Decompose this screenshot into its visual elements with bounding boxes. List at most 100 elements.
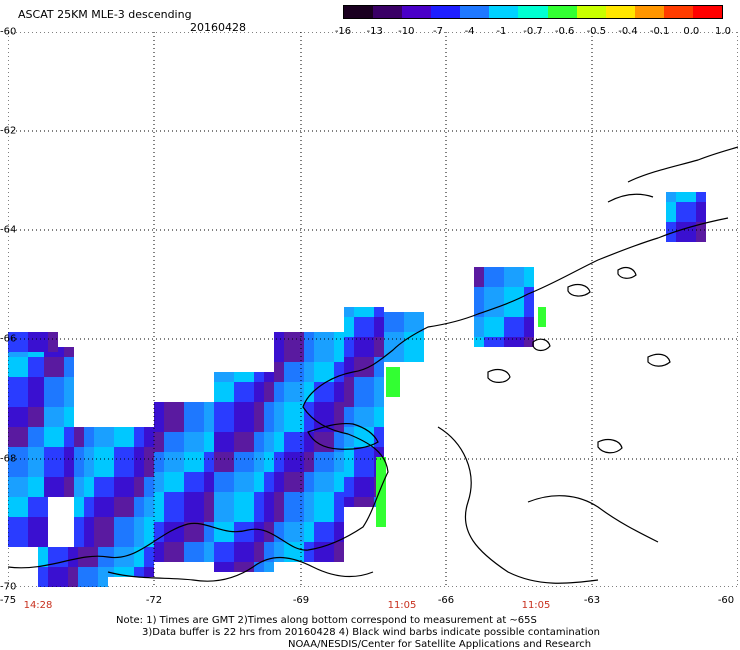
wind-cell xyxy=(514,337,524,347)
colorbar-label: -0.1 xyxy=(649,26,670,37)
wind-cell xyxy=(494,327,504,337)
wind-cell xyxy=(114,567,124,577)
wind-cell xyxy=(384,352,394,362)
wind-cell xyxy=(94,467,104,477)
wind-cell xyxy=(514,307,524,317)
wind-cell xyxy=(184,442,194,452)
wind-cell xyxy=(104,457,114,467)
wind-cell xyxy=(304,432,314,442)
wind-cell xyxy=(164,482,174,492)
wind-cell xyxy=(48,332,58,342)
wind-cell xyxy=(204,412,214,422)
wind-cell xyxy=(144,477,154,487)
wind-cell xyxy=(28,407,38,417)
wind-cell xyxy=(194,492,204,502)
wind-cell xyxy=(214,412,224,422)
wind-cell xyxy=(474,337,484,347)
map-canvas xyxy=(8,32,738,587)
wind-cell xyxy=(48,577,58,587)
wind-cell xyxy=(194,412,204,422)
colorbar xyxy=(343,5,723,19)
wind-cell xyxy=(38,507,48,517)
wind-cell xyxy=(18,527,28,537)
wind-cell xyxy=(294,372,304,382)
wind-cell xyxy=(474,297,484,307)
wind-cell xyxy=(364,417,374,427)
wind-cell xyxy=(154,412,164,422)
wind-cell xyxy=(414,332,424,342)
wind-cell xyxy=(38,577,48,587)
wind-cell xyxy=(154,542,164,552)
wind-cell xyxy=(64,407,74,417)
wind-cell xyxy=(154,502,164,512)
wind-cell xyxy=(194,532,204,542)
wind-cell xyxy=(274,442,284,452)
wind-cell xyxy=(384,322,394,332)
wind-cell xyxy=(254,382,264,392)
wind-cell xyxy=(234,562,244,572)
wind-cell xyxy=(284,352,294,362)
wind-cell xyxy=(164,552,174,562)
wind-cell xyxy=(104,557,114,567)
wind-cell xyxy=(144,527,154,537)
wind-cell xyxy=(354,417,364,427)
wind-cell xyxy=(144,497,154,507)
wind-cell xyxy=(344,337,354,347)
wind-cell xyxy=(8,457,18,467)
wind-cell xyxy=(244,522,254,532)
wind-cell xyxy=(204,422,214,432)
wind-cell xyxy=(214,562,224,572)
wind-cell xyxy=(284,422,294,432)
wind-cell xyxy=(484,267,494,277)
wind-cell xyxy=(184,512,194,522)
wind-cell xyxy=(494,317,504,327)
wind-cell xyxy=(28,477,38,487)
wind-cell xyxy=(174,512,184,522)
wind-cell xyxy=(114,427,124,437)
wind-cell xyxy=(474,267,484,277)
wind-cell xyxy=(244,392,254,402)
wind-cell xyxy=(494,307,504,317)
wind-cell xyxy=(364,497,374,507)
wind-cell xyxy=(38,537,48,547)
wind-cell xyxy=(384,312,394,322)
wind-cell xyxy=(244,422,254,432)
wind-cell xyxy=(394,312,404,322)
wind-cell xyxy=(364,317,374,327)
wind-cell xyxy=(8,407,18,417)
wind-cell xyxy=(44,417,54,427)
wind-cell xyxy=(154,522,164,532)
wind-cell xyxy=(144,507,154,517)
wind-cell xyxy=(144,487,154,497)
wind-cell xyxy=(394,342,404,352)
wind-cell xyxy=(364,467,374,477)
wind-cell xyxy=(344,377,354,387)
island-5 xyxy=(597,438,623,454)
wind-cell xyxy=(8,517,18,527)
wind-cell xyxy=(334,422,344,432)
wind-cell xyxy=(154,472,164,482)
wind-cell xyxy=(88,567,98,577)
colorbar-label: -10 xyxy=(398,26,415,37)
wind-cell xyxy=(324,492,334,502)
wind-cell xyxy=(284,482,294,492)
wind-cell xyxy=(204,462,214,472)
wind-cell xyxy=(68,557,78,567)
wind-cell xyxy=(504,277,514,287)
wind-cell xyxy=(264,532,274,542)
wind-cell xyxy=(164,442,174,452)
wind-cell xyxy=(174,432,184,442)
wind-cell xyxy=(686,232,696,242)
wind-cell xyxy=(274,512,284,522)
wind-cell xyxy=(28,517,38,527)
wind-cell xyxy=(164,502,174,512)
wind-cell xyxy=(244,442,254,452)
wind-cell xyxy=(524,317,534,327)
wind-cell xyxy=(44,357,54,367)
wind-cell xyxy=(304,452,314,462)
wind-cell xyxy=(294,492,304,502)
wind-cell xyxy=(64,377,74,387)
wind-cell xyxy=(38,567,48,577)
wind-cell xyxy=(18,387,28,397)
wind-cell xyxy=(254,422,264,432)
